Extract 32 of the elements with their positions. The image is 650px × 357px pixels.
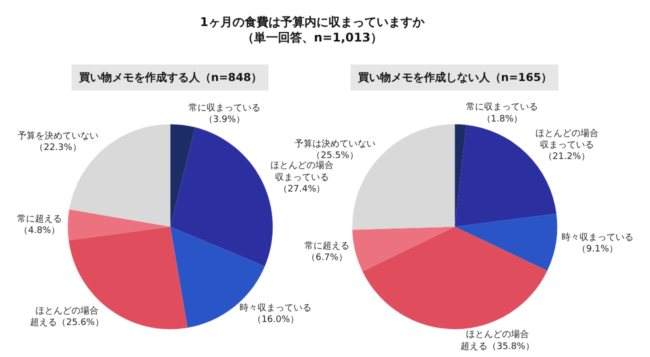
slice-label: 時々収まっている (562, 232, 634, 243)
data-label: （22.3%） (34, 143, 82, 154)
data-label: （25.5%） (312, 151, 358, 162)
data-label: （21.2%） (544, 152, 590, 162)
pie-slice (362, 226, 548, 330)
data-label: （4.8%） (19, 226, 60, 236)
data-label: （16.0%） (252, 315, 300, 326)
slice-label: 予算は決めていない (294, 138, 376, 150)
text: 1ヶ月の食費は予算内に収まっていますか (200, 15, 426, 29)
pie-slice (352, 226, 455, 272)
pie-slice (170, 127, 273, 266)
slice-label: 常に超える (17, 213, 62, 224)
data-label: （6.7%） (306, 253, 348, 264)
slice-label: ほとんどの場合収まっている (270, 160, 334, 183)
data-label: （9.1%） (577, 244, 618, 255)
slice-label: 時々収まっている (240, 302, 312, 314)
data-label: （3.9%） (204, 115, 245, 126)
slice-label: 予算を決めていない (18, 130, 99, 142)
slice-label: 常に収まっている (188, 102, 260, 114)
slice-label: 常に収まっている (466, 102, 538, 113)
pie-slice (68, 209, 170, 240)
data-label: （27.4%） (278, 184, 326, 195)
pie-slice (454, 214, 558, 271)
slice-label: 常に超える (304, 240, 350, 252)
chart-title: 買い物メモを作成する人（n=848） (78, 71, 262, 84)
chart-title: 買い物メモを作成しない人（n=165） (357, 71, 552, 84)
slice-label: ほとんどの場合超える（35.8%） (460, 329, 534, 352)
pie-slice (170, 124, 196, 227)
slice-label: ほとんどの場合超える（25.6%） (30, 305, 104, 328)
slice-label: ほとんどの場合収まっている (535, 128, 598, 151)
text: （単一回答、n=1,013） (242, 30, 382, 45)
data-label: （1.8%） (482, 114, 523, 124)
